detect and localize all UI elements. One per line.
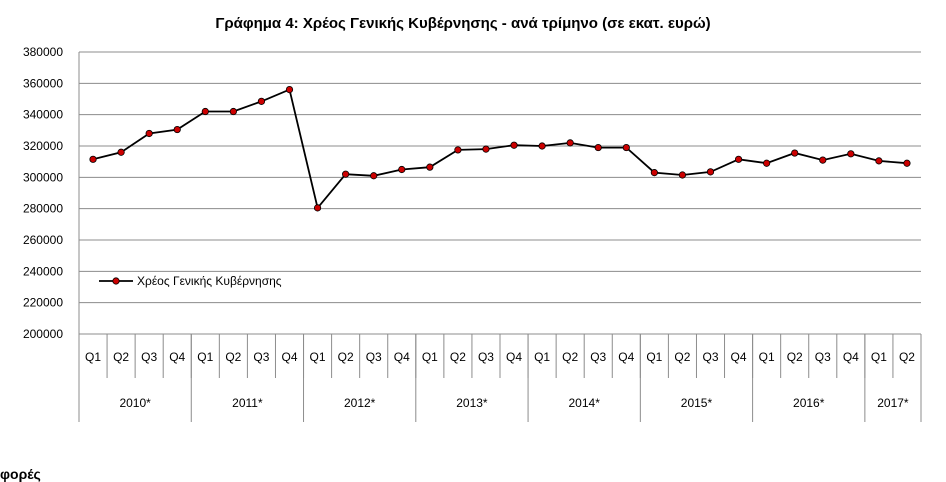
quarter-tick-label: Q1 [759, 350, 775, 364]
year-tick-label: 2016* [793, 396, 825, 410]
quarter-tick-label: Q2 [450, 350, 466, 364]
quarter-tick-label: Q2 [562, 350, 578, 364]
y-tick-label: 320000 [23, 139, 63, 153]
quarter-tick-label: Q2 [113, 350, 129, 364]
data-point [706, 168, 715, 176]
data-point [89, 155, 97, 163]
y-axis: 200000 220000 240000 260000 280000 300000 3200… [23, 45, 80, 341]
data-point [426, 163, 434, 171]
data-point [201, 107, 209, 116]
quarter-tick-label: Q1 [310, 350, 326, 364]
data-point [370, 172, 378, 180]
data-point [622, 143, 630, 152]
quarter-tick-label: Q4 [394, 350, 410, 364]
year-tick-label: 2010* [119, 396, 151, 410]
quarter-tick-label: Q1 [422, 350, 438, 364]
data-point [257, 97, 266, 105]
quarter-tick-label: Q2 [674, 350, 690, 364]
year-tick-label: 2011* [232, 396, 263, 410]
series-group [89, 86, 911, 212]
quarter-tick-label: Q1 [871, 350, 887, 364]
data-point [650, 169, 658, 177]
quarter-tick-label: Q2 [225, 350, 241, 364]
y-tick-label: 260000 [23, 233, 63, 247]
quarter-tick-label: Q1 [534, 350, 550, 364]
data-point [903, 159, 911, 167]
data-point [313, 204, 322, 212]
y-tick-label: 360000 [23, 76, 63, 90]
data-point [398, 165, 406, 174]
data-point [229, 107, 237, 116]
data-point [173, 125, 181, 134]
year-tick-label: 2012* [344, 396, 376, 410]
data-point [285, 86, 294, 94]
quarter-tick-label: Q4 [618, 350, 634, 364]
legend-label: Χρέος Γενικής Κυβέρνησης [137, 274, 282, 288]
quarter-tick-label: Q1 [85, 350, 101, 364]
quarter-tick-label: Q1 [646, 350, 662, 364]
y-tick-label: 220000 [23, 296, 63, 310]
data-point [145, 129, 153, 138]
quarter-tick-label: Q4 [281, 350, 297, 364]
quarter-tick-label: Q2 [899, 350, 915, 364]
data-point [791, 149, 799, 157]
quarter-tick-label: Q3 [815, 350, 831, 364]
quarter-tick-label: Q3 [702, 350, 718, 364]
data-point [342, 170, 350, 178]
year-tick-label: 2015* [681, 396, 713, 410]
y-tick-label: 200000 [23, 327, 63, 341]
y-tick-label: 240000 [23, 264, 63, 278]
data-point [538, 142, 546, 150]
quarter-tick-label: Q3 [253, 350, 269, 364]
quarter-tick-label: Q2 [787, 350, 803, 364]
data-point [454, 146, 462, 154]
series-line [92, 88, 908, 210]
year-tick-label: 2017* [877, 396, 909, 410]
data-point [566, 139, 574, 147]
data-point [117, 148, 125, 156]
data-point [678, 171, 687, 179]
data-point [847, 150, 855, 158]
gridlines [79, 51, 921, 335]
quarter-tick-label: Q1 [197, 350, 213, 364]
data-point [734, 155, 743, 163]
year-tick-label: 2013* [456, 396, 488, 410]
footer-heading: φορές [0, 466, 41, 482]
quarter-tick-label: Q4 [506, 350, 522, 364]
data-point [482, 145, 490, 153]
y-tick-label: 280000 [23, 202, 63, 216]
quarter-tick-label: Q3 [366, 350, 382, 364]
quarter-tick-label: Q4 [731, 350, 747, 364]
quarter-tick-label: Q3 [590, 350, 606, 364]
quarter-tick-label: Q4 [169, 350, 185, 364]
y-tick-label: 300000 [23, 170, 63, 184]
quarter-tick-label: Q3 [141, 350, 157, 364]
year-tick-label: 2014* [569, 396, 601, 410]
y-tick-label: 380000 [23, 45, 63, 59]
data-point [819, 156, 827, 164]
legend-marker-swatch [112, 277, 120, 285]
quarter-tick-label: Q2 [338, 350, 354, 364]
data-point [763, 159, 771, 167]
data-point [510, 141, 518, 149]
data-point [594, 143, 602, 152]
chart-title: Γράφημα 4: Χρέος Γενικής Κυβέρνησης - αν… [215, 15, 710, 32]
legend: Χρέος Γενικής Κυβέρνησης [99, 274, 282, 288]
data-point [875, 157, 883, 165]
quarter-tick-label: Q3 [478, 350, 494, 364]
quarter-tick-label: Q4 [843, 350, 859, 364]
y-tick-label: 340000 [23, 108, 63, 122]
x-axis: Q1 Q2 Q3 Q4 Q1 Q2 Q3 Q4 Q1 Q2 Q3 Q4 Q1 Q2 Q3 Q4 Q1 Q2 Q3 Q4… [78, 334, 922, 422]
